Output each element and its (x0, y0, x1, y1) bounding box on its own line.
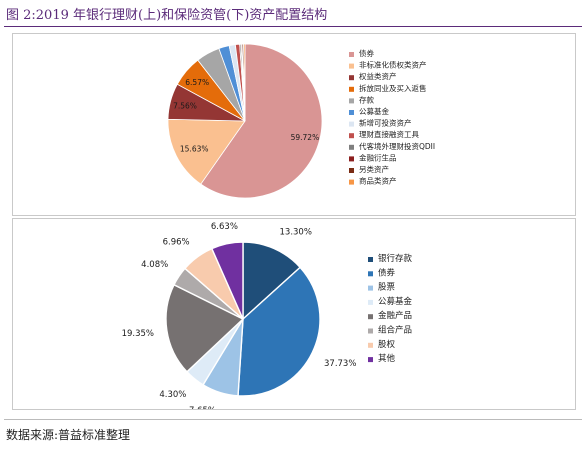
data-label: 6.96% (163, 238, 190, 248)
data-label: 15.63% (180, 145, 209, 154)
legend-label: 股权 (378, 339, 396, 350)
legend-swatch (349, 156, 354, 162)
legend-swatch (349, 144, 354, 150)
data-label: 4.30% (159, 390, 186, 400)
legend-label: 拆放同业及买入返售 (359, 83, 427, 93)
data-label: 13.30% (280, 228, 312, 238)
figure-title: 图 2:2019 年银行理财(上)和保险资管(下)资产配置结构 (6, 8, 328, 23)
data-label: 7.65% (189, 406, 216, 409)
chart-panel-insurance-am: 13.30% 37.73% 7.65% 4.30% 19.35% 4.08% 6.96% 6.… (12, 218, 576, 410)
legend-swatch (349, 110, 354, 115)
legend-swatch (368, 314, 373, 320)
legend-label: 公募基金 (378, 296, 413, 307)
legend-label: 金融产品 (378, 310, 412, 321)
pie-slice (200, 43, 323, 199)
pie-slice (165, 283, 245, 373)
data-label: 4.08% (141, 260, 168, 270)
legend-label: 代客境外理财投资QDII (359, 141, 435, 151)
legend-swatch (349, 179, 354, 185)
legend-label: 权益类资产 (359, 71, 397, 81)
insurance-am-pie-chart: 13.30% 37.73% 7.65% 4.30% 19.35% 4.08% 6.96% 6.… (122, 222, 413, 409)
chart-panel-bank-wealth: 59.72% 15.63% 7.56% 6.57% 债券非标准化债权类资产 权益类资产拆放… (12, 33, 576, 216)
bank-wealth-pie-chart: 59.72% 15.63% 7.56% 6.57% 债券非标准化债权类资产权益类资产拆放… (167, 43, 435, 199)
legend-swatch (349, 75, 354, 81)
legend-label: 组合产品 (378, 325, 412, 336)
legend-label: 非标准化债权类资产 (359, 60, 427, 70)
data-label: 37.73% (324, 359, 356, 369)
legend-label: 理财直接融资工具 (359, 129, 419, 139)
data-label: 7.56% (173, 102, 197, 111)
legend-swatch (368, 357, 373, 363)
legend-label: 银行存款 (378, 253, 413, 264)
legend-label: 金融衍生品 (359, 152, 397, 162)
legend-swatch (349, 168, 354, 173)
data-label: 59.72% (291, 133, 320, 142)
legend-label: 其他 (378, 353, 396, 364)
legend-swatch (368, 271, 373, 277)
pie-slice (167, 118, 246, 185)
legend-label: 存款 (359, 94, 374, 104)
legend-swatch (349, 121, 354, 127)
legend-swatch (349, 98, 354, 104)
pie-slice (243, 43, 246, 122)
footer-divider (4, 419, 582, 420)
legend-label: 另类资产 (359, 164, 389, 174)
legend-swatch (368, 342, 373, 348)
legend-label: 债券 (378, 267, 396, 278)
pie-slice (242, 241, 302, 321)
data-label: 19.35% (122, 329, 154, 339)
legend-swatch (368, 257, 373, 262)
data-source-note: 数据来源:普益标准整理 (6, 428, 131, 442)
legend-label: 新增可投资资产 (359, 118, 412, 128)
legend-label: 商品类资产 (359, 176, 397, 186)
legend-swatch (349, 86, 354, 92)
legend-swatch (368, 285, 373, 291)
legend-label: 股票 (378, 283, 396, 293)
pie-slice (237, 266, 321, 397)
title-divider (4, 26, 582, 27)
legend-swatch (368, 328, 373, 334)
pie-slice (210, 241, 244, 320)
legend-swatch (349, 133, 354, 139)
legend-swatch (368, 299, 373, 305)
data-label: 6.63% (211, 222, 238, 232)
data-label: 6.57% (185, 78, 209, 87)
legend-label: 公募基金 (359, 106, 389, 116)
legend-swatch (349, 52, 354, 57)
legend-label: 债券 (359, 48, 374, 58)
legend-swatch (349, 63, 354, 69)
